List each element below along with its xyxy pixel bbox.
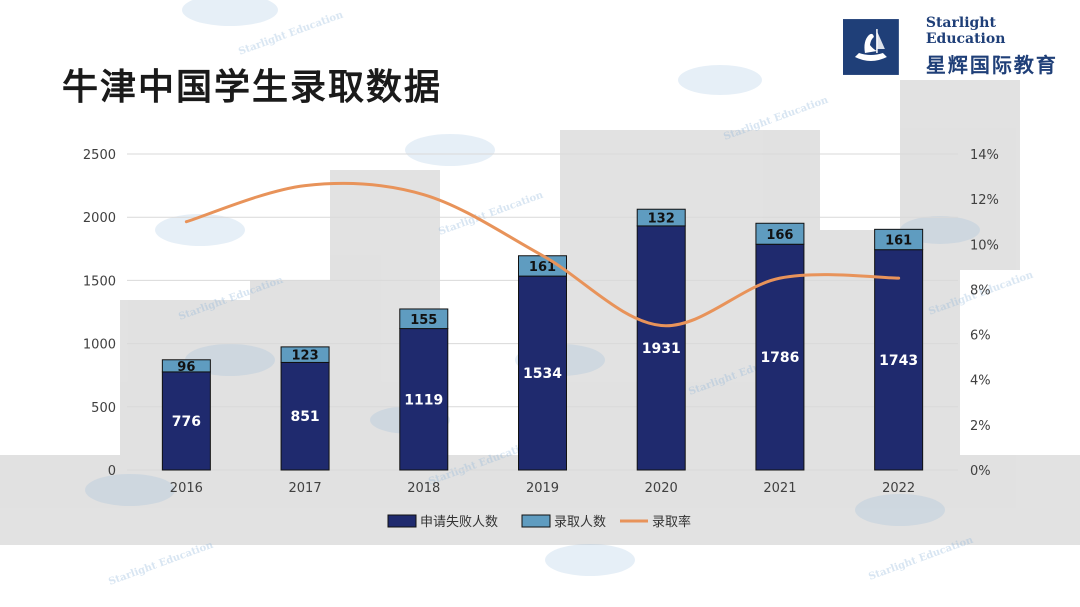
right-axis-tick-label: 12%: [970, 193, 999, 208]
rate-point: [779, 277, 781, 279]
x-axis-tick-label: 2016: [170, 481, 203, 496]
x-axis-tick-label: 2020: [645, 481, 678, 496]
bar-failed: [874, 249, 924, 471]
bar-admitted-label: 161: [885, 234, 912, 249]
x-axis-tick-label: 2019: [526, 481, 559, 496]
right-axis-tick-label: 8%: [970, 283, 991, 298]
rate-point: [660, 325, 662, 327]
right-axis-tick-label: 4%: [970, 374, 991, 389]
bar-failed-label: 1119: [404, 392, 443, 408]
bar-admitted: [636, 208, 686, 227]
left-axis-tick-label: 2500: [83, 148, 116, 163]
swan-boat-logo-icon: [843, 18, 899, 75]
left-axis-tick-label: 1500: [83, 274, 116, 289]
right-axis-tick-label: 0%: [970, 464, 991, 479]
rate-point: [542, 255, 543, 257]
bar-admitted: [161, 359, 211, 373]
right-axis-tick-label: 6%: [970, 329, 991, 344]
bar-failed-label: 851: [290, 409, 319, 425]
bar-admitted-label: 132: [648, 212, 675, 227]
bar-admitted: [755, 222, 805, 245]
bar-admitted: [874, 228, 924, 251]
bar-admitted-label: 166: [766, 228, 793, 243]
legend-label-failed: 申请失败人数: [420, 515, 498, 530]
bar-failed: [161, 371, 211, 471]
bar-failed: [518, 275, 567, 471]
bar-admitted-label: 161: [529, 260, 556, 275]
x-axis-tick-label: 2022: [882, 481, 915, 496]
rate-point: [898, 277, 900, 279]
right-axis-tick-label: 10%: [970, 238, 999, 253]
legend-swatch-failed: [387, 514, 417, 528]
page-title: 牛津中国学生录取数据: [62, 67, 443, 108]
rate-point: [423, 194, 425, 196]
bar-failed: [399, 328, 449, 471]
bar-admitted-label: 96: [177, 360, 195, 375]
logo-chinese-text: 星辉国际教育: [925, 53, 1058, 77]
bar-failed-label: 776: [172, 414, 201, 430]
bar-admitted-label: 123: [292, 349, 319, 364]
left-axis-tick-label: 0: [108, 464, 116, 479]
rate-point: [304, 185, 306, 187]
rate-point: [185, 221, 187, 223]
left-axis-tick-label: 1000: [83, 338, 116, 353]
right-axis-tick-label: 2%: [970, 419, 991, 434]
right-axis-tick-label: 14%: [970, 148, 999, 163]
bar-admitted: [399, 308, 449, 330]
legend-label-rate: 录取率: [652, 514, 691, 530]
bar-failed-label: 1786: [760, 350, 799, 366]
brand-logo: Starlight Education 星辉国际教育: [843, 15, 1080, 78]
bar-failed-label: 1931: [642, 341, 681, 357]
bar-failed-label: 1743: [879, 353, 918, 369]
x-axis-tick-label: 2017: [289, 481, 322, 496]
bar-failed: [636, 225, 686, 471]
left-axis-tick-label: 500: [91, 401, 116, 416]
x-axis-tick-label: 2018: [407, 481, 440, 496]
legend-swatch-admitted: [521, 514, 551, 528]
legend-label-admitted: 录取人数: [554, 515, 606, 530]
left-axis-tick-label: 2000: [83, 211, 116, 226]
x-axis-tick-label: 2021: [763, 481, 796, 496]
bar-admitted: [280, 346, 330, 363]
logo-english-text: Starlight Education: [925, 15, 1006, 47]
bar-failed-label: 1534: [523, 366, 562, 382]
bar-admitted-label: 155: [410, 313, 437, 328]
